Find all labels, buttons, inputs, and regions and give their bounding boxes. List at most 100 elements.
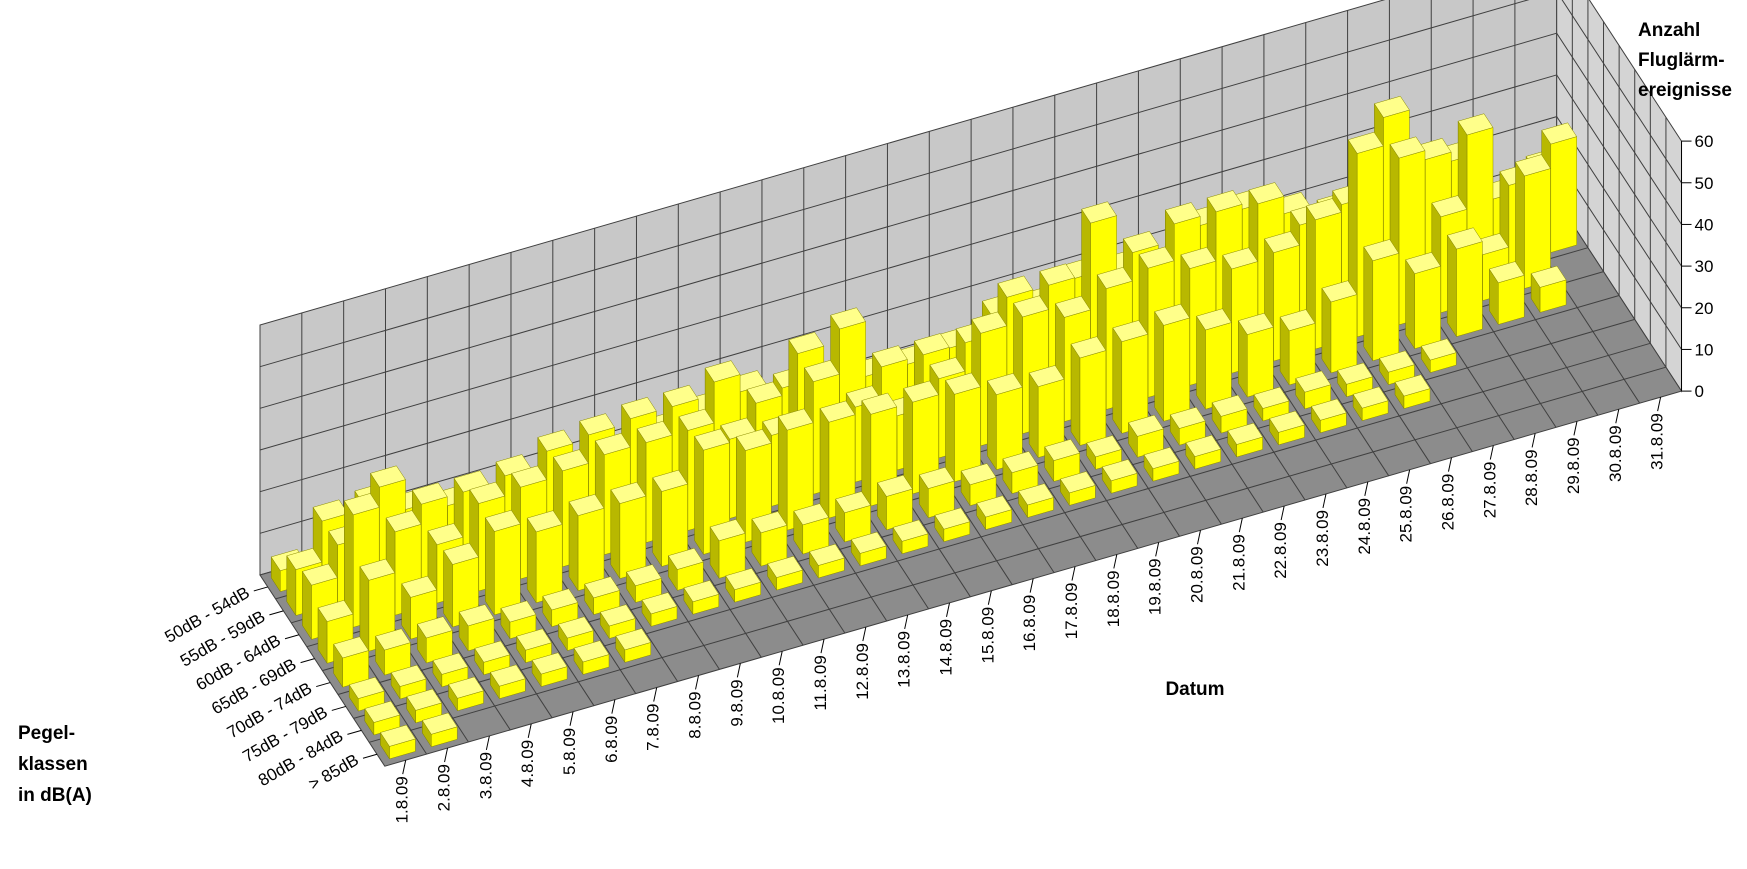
date-tick-label: 22.8.09 (1271, 522, 1290, 579)
date-tick-label: 23.8.09 (1313, 510, 1332, 567)
bar (489, 664, 526, 700)
bar (558, 616, 594, 652)
bar (615, 628, 652, 664)
bar (1352, 386, 1389, 422)
date-tick-label: 16.8.09 (1020, 595, 1039, 652)
bar (1185, 434, 1222, 470)
bar (918, 467, 955, 519)
date-tick-label: 8.8.09 (686, 691, 705, 738)
bar (1447, 227, 1483, 338)
bar (819, 400, 856, 519)
bar (1488, 261, 1525, 326)
z-axis-label: Anzahl Fluglärm- ereignisse (1638, 20, 1732, 101)
floor-gridline (353, 342, 1651, 719)
bar (474, 640, 511, 676)
count-tick-label: 20 (1695, 299, 1714, 318)
count-tick-label: 10 (1695, 340, 1714, 359)
count-tick-label: 0 (1695, 382, 1704, 401)
bar (1379, 350, 1415, 386)
bar (1310, 398, 1347, 434)
bar (406, 688, 442, 724)
date-tick-label: 12.8.09 (853, 643, 872, 700)
bar (1143, 447, 1180, 483)
bar (1237, 312, 1274, 398)
date-tick-label: 7.8.09 (644, 704, 663, 751)
date-tick-label: 28.8.09 (1522, 449, 1541, 506)
bar (986, 373, 1023, 471)
bar (809, 543, 845, 579)
date-tick-label: 31.8.09 (1648, 413, 1667, 470)
bar (568, 494, 605, 592)
bar (432, 652, 469, 688)
count-gridline (259, 0, 1682, 368)
bar (458, 604, 495, 652)
bar (531, 652, 568, 688)
bar (751, 511, 788, 568)
bar (421, 712, 458, 748)
svg-text:Fluglärm-: Fluglärm- (1638, 50, 1725, 71)
y-axis-label: Pegel- klassen in dB(A) (18, 723, 92, 806)
date-tick-label: 19.8.09 (1146, 558, 1165, 615)
date-tick-label: 3.8.09 (476, 752, 495, 799)
bar (1059, 471, 1096, 507)
bar (960, 463, 997, 507)
date-tick-label: 13.8.09 (895, 631, 914, 688)
date-tick-label: 10.8.09 (769, 667, 788, 724)
bar (892, 519, 929, 555)
bar (1363, 239, 1400, 362)
x-axis-label: Datum (1165, 679, 1224, 700)
date-tick-label: 1.8.09 (393, 776, 412, 823)
date-tick-label: 11.8.09 (811, 655, 830, 710)
bar (683, 580, 720, 616)
bar (934, 507, 971, 543)
count-tick-labels: 0 10 20 30 40 50 60 (1681, 132, 1714, 401)
bar (1196, 308, 1232, 411)
bar (516, 628, 552, 664)
date-tick-label: 2.8.09 (435, 764, 454, 811)
bar (573, 640, 610, 676)
bar (777, 408, 814, 532)
bar (348, 676, 385, 712)
svg-text:Pegel-: Pegel- (18, 723, 75, 744)
svg-text:klassen: klassen (18, 754, 88, 775)
date-tick-label: 27.8.09 (1480, 462, 1499, 519)
bar (850, 531, 887, 567)
bar (1028, 365, 1065, 459)
bar (1154, 303, 1190, 423)
svg-text:ereignisse: ereignisse (1638, 80, 1732, 101)
date-tick-label: 20.8.09 (1187, 546, 1206, 603)
date-tick-labels: 1.8.09 2.8.09 3.8.09 4.8.09 5.8.09 6.8.09 7.8.… (393, 397, 1667, 823)
bar (1101, 459, 1138, 495)
bar (1128, 414, 1164, 459)
bar (877, 474, 913, 531)
bar (1269, 410, 1305, 446)
bar (725, 568, 762, 604)
bar (1321, 280, 1358, 374)
bar (735, 429, 772, 544)
bar (448, 676, 484, 712)
bar (380, 724, 416, 760)
date-tick-label: 5.8.09 (560, 728, 579, 775)
bar (599, 604, 636, 640)
bar (1405, 252, 1441, 350)
count-gridline (259, 116, 1682, 493)
bar (835, 491, 871, 543)
bar (1295, 370, 1332, 410)
date-tick-label: 25.8.09 (1397, 486, 1416, 543)
bar (610, 481, 647, 580)
bar (1018, 483, 1054, 519)
bar (1279, 309, 1316, 386)
bar (945, 372, 981, 483)
date-tick-label: 26.8.09 (1438, 474, 1457, 531)
count-tick-label: 30 (1695, 257, 1714, 276)
bar (1112, 320, 1149, 435)
date-tick-label: 18.8.09 (1104, 570, 1123, 627)
date-tick-label: 21.8.09 (1229, 534, 1248, 591)
date-tick-label: 6.8.09 (602, 716, 621, 763)
bar (641, 592, 678, 628)
bar (484, 509, 521, 616)
count-gridline (259, 74, 1682, 451)
date-tick-label: 24.8.09 (1355, 498, 1374, 555)
bar (375, 628, 411, 676)
bar (1515, 154, 1551, 290)
